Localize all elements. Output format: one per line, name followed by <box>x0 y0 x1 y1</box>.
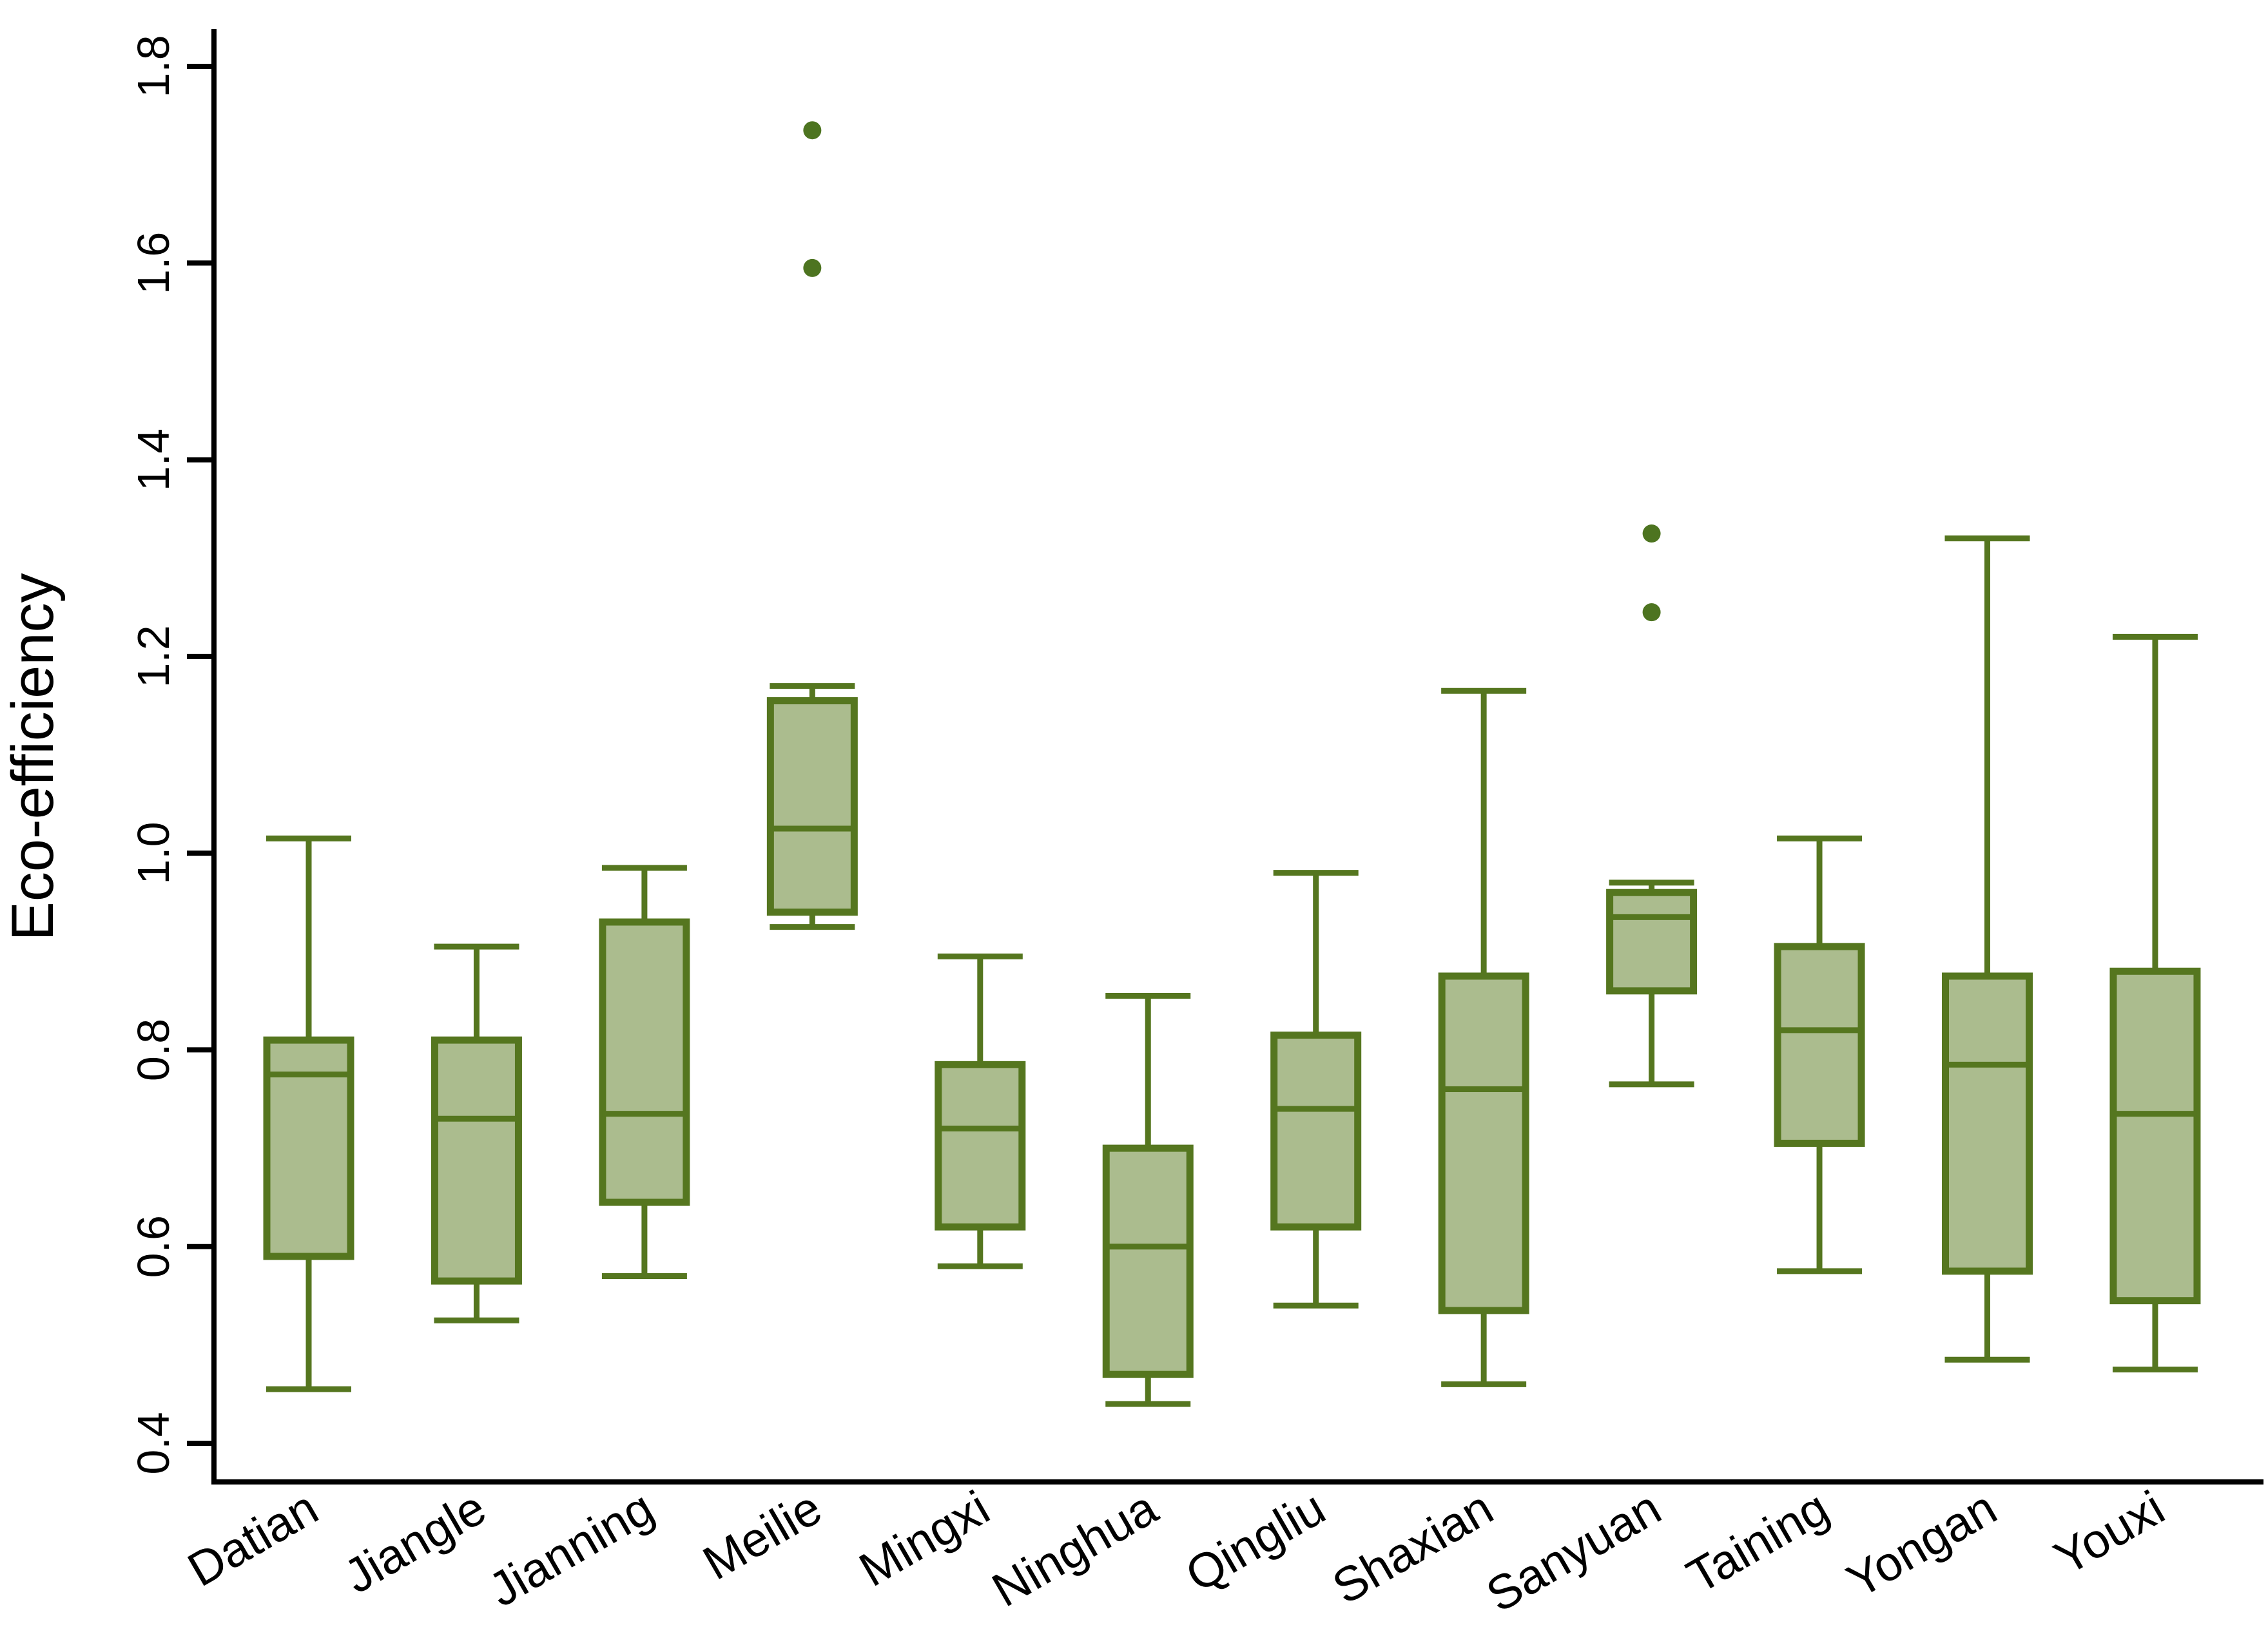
boxes-layer <box>263 121 2201 1407</box>
iqr-box <box>599 918 690 1206</box>
x-tick-label-mingxi: Mingxi <box>850 1480 998 1597</box>
iqr-box <box>935 1061 1026 1231</box>
boxplot-youxi <box>2109 633 2201 1373</box>
x-tick-label-qingliu: Qingliu <box>1177 1480 1334 1602</box>
x-tick-label-sanyuan: Sanyuan <box>1477 1480 1669 1622</box>
x-tick-label-datian: Datian <box>179 1480 327 1597</box>
y-tick-label: 0.8 <box>128 1019 179 1081</box>
iqr-box <box>1942 972 2033 1275</box>
iqr-box <box>1438 972 1529 1314</box>
x-tick-label-jianning: Jianning <box>480 1480 663 1617</box>
boxplot-mingxi <box>935 953 1026 1269</box>
y-tick-label: 1.8 <box>128 35 179 97</box>
boxplot-sanyuan <box>1606 524 1698 1088</box>
iqr-box <box>1606 889 1698 995</box>
iqr-box <box>1774 943 1865 1147</box>
outlier-point <box>803 121 822 140</box>
boxplot-shaxian <box>1438 687 1529 1387</box>
boxplot-datian <box>263 835 354 1392</box>
x-tick-label-meilie: Meilie <box>694 1480 831 1590</box>
y-tick-label: 0.4 <box>128 1412 179 1474</box>
boxplot-ninghua <box>1102 992 1194 1407</box>
x-tick-label-jiangle: Jiangle <box>335 1480 495 1604</box>
y-tick-label: 0.6 <box>128 1215 179 1278</box>
iqr-box <box>766 697 858 916</box>
y-axis-title: Eco-efficiency <box>0 573 66 941</box>
boxplot-meilie <box>766 121 858 930</box>
iqr-box <box>1270 1032 1362 1231</box>
outlier-point <box>1642 524 1661 543</box>
boxplot-taining <box>1774 835 1865 1274</box>
x-tick-label-shaxian: Shaxian <box>1323 1480 1502 1614</box>
boxplot-yongan <box>1942 535 2033 1363</box>
y-tick-label: 1.2 <box>128 625 179 687</box>
x-tick-label-ninghua: Ninghua <box>983 1480 1166 1617</box>
x-tick-label-taining: Taining <box>1678 1480 1837 1604</box>
boxplot-jiangle <box>431 943 522 1323</box>
boxplot-qingliu <box>1270 870 1362 1309</box>
outlier-point <box>803 258 822 277</box>
y-tick-label: 1.0 <box>128 822 179 884</box>
iqr-box <box>2109 967 2201 1305</box>
axes-layer: 0.4 0.6 0.8 1.0 1.2 1.4 1.6 1.8 Datian JiangleJia… <box>128 29 2263 1622</box>
y-tick-label: 1.4 <box>128 428 179 491</box>
y-tick-label: 1.6 <box>128 232 179 294</box>
outlier-point <box>1642 603 1661 622</box>
x-tick-label-youxi: Youxi <box>2045 1480 2173 1585</box>
x-tick-label-yongan: Yongan <box>1838 1480 2006 1608</box>
iqr-box <box>431 1036 522 1285</box>
boxplot-jianning <box>599 865 690 1280</box>
iqr-box <box>1102 1144 1194 1378</box>
